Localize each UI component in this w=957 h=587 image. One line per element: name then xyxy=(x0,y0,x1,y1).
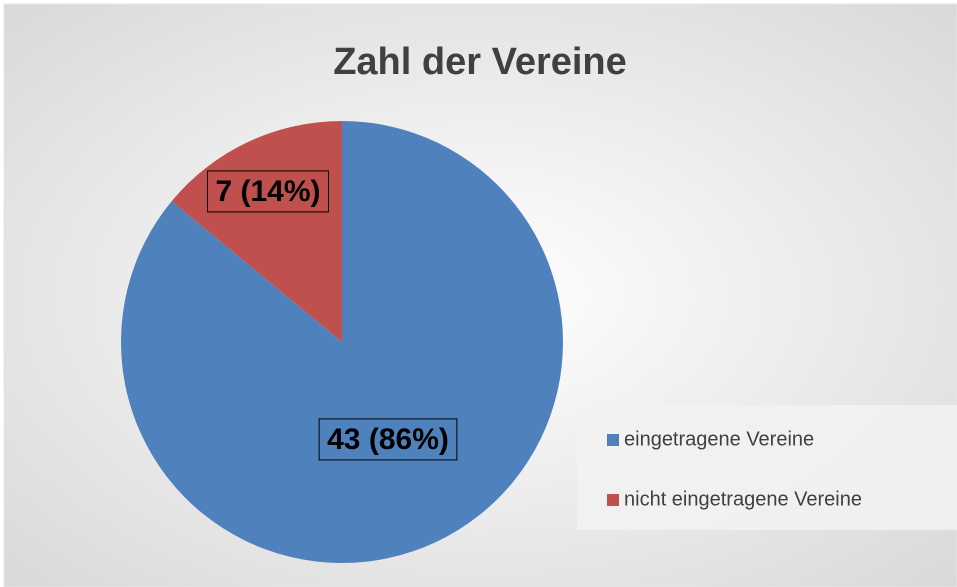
data-label: 43 (86%) xyxy=(327,423,449,456)
data-label: 7 (14%) xyxy=(215,175,320,208)
legend-label: eingetragene Vereine xyxy=(624,428,814,450)
legend-swatch xyxy=(607,434,619,446)
data-label-box xyxy=(318,418,458,461)
data-label-box xyxy=(206,170,330,213)
legend-swatch xyxy=(607,494,619,506)
legend-background xyxy=(577,405,957,530)
chart-title: Zahl der Vereine xyxy=(333,41,627,83)
legend-label: nicht eingetragene Vereine xyxy=(624,488,862,510)
